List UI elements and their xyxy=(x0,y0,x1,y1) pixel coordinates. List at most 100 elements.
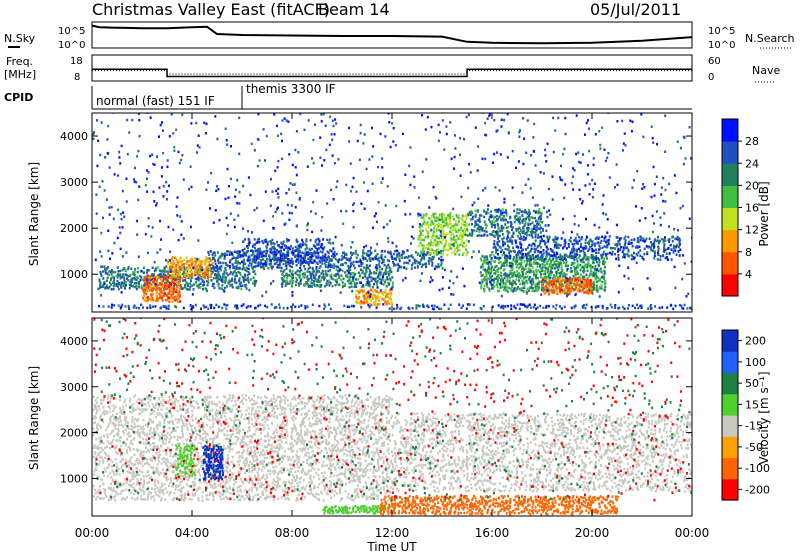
power-cell-4-1456 xyxy=(385,265,388,268)
power-cell-8-2257 xyxy=(425,214,428,218)
power-cell-5-1622 xyxy=(256,241,259,244)
power-cell-1-616 xyxy=(220,287,223,290)
power-cell-9-2727 xyxy=(534,224,537,228)
power-cell-10-2964 xyxy=(515,275,518,278)
power-cell-5-1636 xyxy=(262,254,265,258)
power-cell-13-4104 xyxy=(101,180,104,183)
power-cell-13-4449 xyxy=(323,159,326,162)
power-cell-8-2239 xyxy=(422,213,425,216)
power-cell-13-4581 xyxy=(403,199,406,203)
power-cell-13-4198 xyxy=(156,251,159,254)
power-cell-13-4928 xyxy=(632,287,634,291)
power-cell-9-2513 xyxy=(472,229,475,232)
power-cell-13-4651 xyxy=(460,195,463,199)
power-cell-12-3916 xyxy=(606,239,609,242)
power-cell-10-2933 xyxy=(509,270,512,273)
power-cell-12-4071 xyxy=(674,249,677,252)
power-cell-8-2451 xyxy=(457,223,460,226)
power-cell-12-4058 xyxy=(668,252,671,255)
power-cell-1-338 xyxy=(128,283,131,287)
power-cell-3-1040 xyxy=(203,261,206,264)
power-cell-4-1320 xyxy=(317,252,320,255)
power-cell-4-1153 xyxy=(243,258,245,262)
power-cell-6-1900 xyxy=(310,278,313,282)
power-cell-0-133 xyxy=(438,307,440,310)
power-cell-12-3777 xyxy=(554,238,556,241)
power-cell-12-3711 xyxy=(531,253,534,257)
power-cell-6-1870 xyxy=(299,282,302,285)
power-cell-11-3484 xyxy=(546,286,549,290)
power-cell-12-4028 xyxy=(657,249,660,253)
power-cell-13-4389 xyxy=(288,188,291,191)
power-cell-5-1767 xyxy=(310,261,313,264)
power-cell-13-4601 xyxy=(421,170,424,173)
power-cell-9-2542 xyxy=(478,220,481,223)
power-cell-10-2983 xyxy=(520,288,523,292)
power-cell-12-3734 xyxy=(538,235,541,239)
power-cell-10-3315 xyxy=(576,259,579,263)
power-cell-9-2614 xyxy=(502,219,505,222)
power-cell-12-3796 xyxy=(563,245,566,248)
power-cell-4-1472 xyxy=(393,257,396,261)
power-cell-10-3020 xyxy=(523,260,526,263)
power-cell-10-2817 xyxy=(489,282,492,285)
power-cell-10-3162 xyxy=(547,269,550,272)
power-cell-1-372 xyxy=(138,286,141,289)
power-cell-0-1 xyxy=(102,305,105,308)
power-cell-4-1455 xyxy=(385,267,388,270)
power-cell-1-611 xyxy=(217,267,220,270)
power-cell-10-2947 xyxy=(511,264,514,268)
power-cell-9-2653 xyxy=(516,211,518,214)
power-cell-6-1850 xyxy=(292,276,294,280)
power-cell-13-4603 xyxy=(424,263,427,266)
power-cell-13-4512 xyxy=(360,202,363,205)
power-cell-2-905 xyxy=(178,280,181,283)
power-cell-1-573 xyxy=(207,278,210,282)
power-cell-12-4084 xyxy=(678,243,681,246)
power-cell-0-15 xyxy=(135,306,138,309)
power-cell-12-3722 xyxy=(534,239,537,242)
power-cell-3-1011 xyxy=(195,260,198,263)
power-cell-8-2493 xyxy=(465,233,468,237)
power-cell-10-3122 xyxy=(542,281,545,284)
power-cell-6-1869 xyxy=(298,270,301,273)
power-cell-1-555 xyxy=(202,287,204,291)
power-cell-13-4388 xyxy=(288,211,291,215)
power-cell-13-4575 xyxy=(395,204,398,208)
power-cell-11-3492 xyxy=(551,291,554,294)
power-cell-8-2384 xyxy=(447,248,450,252)
power-cell-0-89 xyxy=(311,303,314,306)
power-cell-3-985 xyxy=(189,266,192,270)
power-cell-12-3793 xyxy=(560,237,563,240)
power-cell-9-2515 xyxy=(471,217,474,221)
power-cell-13-4303 xyxy=(234,195,237,198)
power-cell-9-2583 xyxy=(494,215,497,219)
power-cell-13-4879 xyxy=(592,163,595,167)
power-cell-9-2626 xyxy=(505,211,508,215)
power-cell-1-257 xyxy=(101,265,103,268)
power-cell-0-22 xyxy=(149,304,152,307)
power-cell-13-4548 xyxy=(380,281,383,284)
power-cell-4-1575 xyxy=(440,255,443,259)
power-cell-10-3049 xyxy=(530,283,533,287)
power-cell-13-4732 xyxy=(509,282,512,286)
power-cell-13-4181 xyxy=(147,171,150,174)
power-cell-5-1588 xyxy=(246,258,249,262)
power-cell-12-3892 xyxy=(599,247,602,250)
power-cell-11-3493 xyxy=(550,289,553,292)
power-cell-13-4096 xyxy=(96,119,99,122)
power-cell-13-4712 xyxy=(498,189,501,192)
power-cell-2-898 xyxy=(178,293,181,297)
power-cell-10-3273 xyxy=(567,264,570,267)
power-cell-10-2823 xyxy=(490,267,493,270)
power-cell-10-2779 xyxy=(481,255,484,258)
power-cell-4-1494 xyxy=(403,266,406,269)
power-cell-10-3027 xyxy=(526,270,529,274)
power-cell-13-4856 xyxy=(582,249,585,252)
power-cell-13-4868 xyxy=(587,119,589,122)
power-cell-2-734 xyxy=(147,298,150,301)
power-cell-6-2055 xyxy=(373,283,375,286)
power-cell-10-3065 xyxy=(533,274,535,277)
power-cell-5-1797 xyxy=(322,248,325,251)
power-cell-9-2598 xyxy=(496,222,499,226)
